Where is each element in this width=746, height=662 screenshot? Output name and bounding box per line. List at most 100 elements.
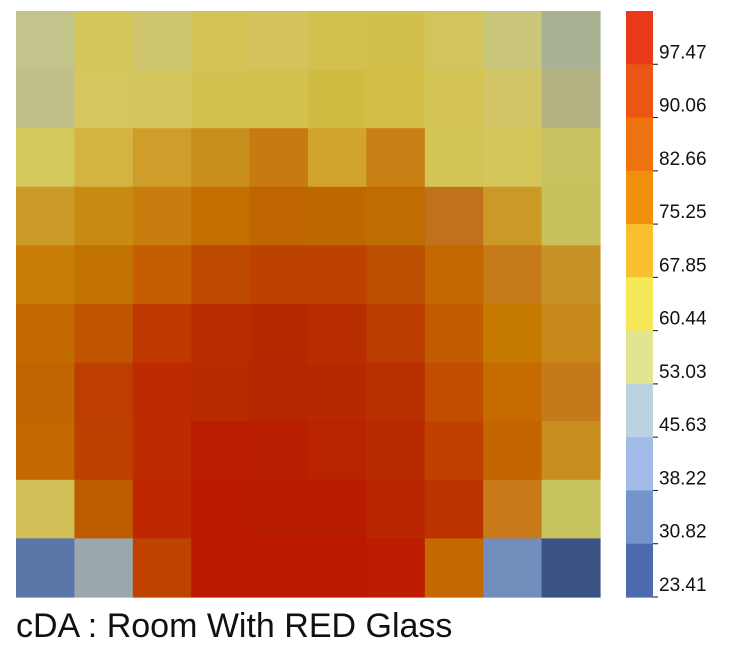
heatmap-cell: [132, 69, 192, 129]
heatmap-cell: [191, 538, 251, 598]
heatmap-cell: [424, 362, 484, 422]
heatmap-cell: [541, 11, 601, 71]
heatmap-cell: [483, 479, 543, 539]
heatmap-cell: [541, 245, 601, 305]
heatmap-cell: [424, 479, 484, 539]
heatmap-cell: [16, 69, 75, 129]
heatmap-cell: [366, 304, 426, 364]
colorbar-bin: [626, 437, 653, 492]
heatmap-cell: [16, 128, 75, 188]
colorbar-bin: [626, 64, 653, 119]
heatmap-cell: [191, 362, 251, 422]
heatmap-cell: [74, 479, 134, 539]
heatmap-cell: [424, 11, 484, 71]
heatmap-cell: [249, 69, 309, 129]
heatmap-cell: [366, 245, 426, 305]
colorbar-bin: [626, 543, 653, 598]
heatmap-cell: [308, 421, 367, 481]
heatmap-cell: [249, 11, 309, 71]
heatmap-cell: [541, 421, 601, 481]
heatmap-cell: [249, 538, 309, 598]
heatmap-cell: [366, 11, 426, 71]
heatmap-cell: [191, 186, 251, 246]
heatmap-cell: [424, 69, 484, 129]
heatmap-cell: [541, 69, 601, 129]
heatmap-cell: [424, 186, 484, 246]
heatmap-cell: [132, 128, 192, 188]
heatmap-cell: [74, 538, 134, 598]
heatmap-cell: [191, 479, 251, 539]
heatmap-cell: [366, 186, 426, 246]
heatmap-cell: [308, 128, 367, 188]
heatmap-cell: [132, 362, 192, 422]
heatmap-cell: [16, 421, 75, 481]
heatmap-cell: [366, 362, 426, 422]
heatmap-cell: [366, 479, 426, 539]
heatmap-cell: [541, 538, 601, 598]
colorbar-tick-label: 82.66: [659, 149, 707, 170]
heatmap-cell: [191, 128, 251, 188]
colorbar-tick-label: 90.06: [659, 96, 707, 117]
heatmap-cell: [541, 479, 601, 539]
heatmap-cell: [308, 304, 367, 364]
heatmap-cell: [483, 186, 543, 246]
heatmap-cell: [483, 304, 543, 364]
heatmap-cell: [132, 421, 192, 481]
colorbar-bin: [626, 277, 653, 332]
heatmap-cell: [249, 304, 309, 364]
heatmap-cell: [366, 128, 426, 188]
heatmap-cell: [16, 186, 75, 246]
heatmap-cell: [483, 362, 543, 422]
heatmap-cell: [132, 186, 192, 246]
colorbar-bin: [626, 11, 653, 65]
colorbar-tick-label: 75.25: [659, 202, 707, 223]
heatmap-cell: [541, 186, 601, 246]
heatmap-cells: [16, 11, 601, 598]
colorbar-bin: [626, 224, 653, 278]
heatmap-cell: [424, 538, 484, 598]
heatmap-cell: [74, 245, 134, 305]
heatmap-cell: [132, 304, 192, 364]
colorbar-tick-label: 67.85: [659, 255, 707, 276]
heatmap-cell: [16, 479, 75, 539]
colorbar-tick-label: 60.44: [659, 309, 707, 330]
heatmap-cell: [366, 538, 426, 598]
heatmap-cell: [249, 128, 309, 188]
heatmap-cell: [16, 11, 75, 71]
heatmap-cell: [191, 245, 251, 305]
heatmap-cell: [74, 421, 134, 481]
colorbar: [626, 11, 653, 598]
colorbar-tick-label: 53.03: [659, 362, 707, 383]
heatmap-cell: [541, 128, 601, 188]
heatmap-cell: [541, 304, 601, 364]
colorbar-tick-label: 38.22: [659, 468, 707, 489]
heatmap-cell: [132, 538, 192, 598]
heatmap-cell: [308, 11, 367, 71]
heatmap-cell: [191, 304, 251, 364]
colorbar-bin: [626, 383, 653, 438]
heatmap-cell: [16, 362, 75, 422]
heatmap-cell: [366, 69, 426, 129]
heatmap-cell: [132, 245, 192, 305]
chart-title: cDA : Room With RED Glass: [16, 607, 453, 645]
heatmap-cell: [424, 128, 484, 188]
heatmap-cell: [308, 245, 367, 305]
heatmap-cell: [483, 69, 543, 129]
heatmap-cell: [249, 479, 309, 539]
heatmap-cell: [74, 362, 134, 422]
heatmap-cell: [483, 128, 543, 188]
heatmap-cell: [366, 421, 426, 481]
heatmap-cell: [249, 245, 309, 305]
colorbar-bin: [626, 330, 653, 385]
heatmap-cell: [424, 421, 484, 481]
colorbar-bin: [626, 490, 653, 545]
heatmap-cell: [308, 479, 367, 539]
heatmap-cell: [74, 69, 134, 129]
heatmap-cell: [16, 538, 75, 598]
heatmap-cell: [308, 69, 367, 129]
heatmap-cell: [191, 11, 251, 71]
heatmap-cell: [74, 304, 134, 364]
colorbar-tick-label: 30.82: [659, 522, 707, 543]
heatmap-cell: [308, 186, 367, 246]
